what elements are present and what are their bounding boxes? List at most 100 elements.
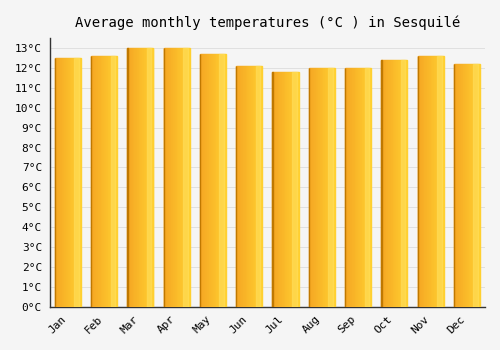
Bar <box>424 56 426 307</box>
Bar <box>366 68 368 307</box>
Bar <box>219 54 220 307</box>
Bar <box>427 56 428 307</box>
Bar <box>250 65 251 307</box>
Bar <box>102 56 103 307</box>
Bar <box>328 68 330 307</box>
Bar <box>345 68 346 307</box>
Bar <box>103 56 104 307</box>
Bar <box>346 68 348 307</box>
Bar <box>224 54 225 307</box>
Bar <box>100 56 102 307</box>
Bar <box>73 58 74 307</box>
Bar <box>67 58 68 307</box>
Bar <box>275 72 276 307</box>
Bar <box>462 64 464 307</box>
Bar <box>397 60 398 307</box>
Bar <box>321 68 322 307</box>
Bar <box>205 54 206 307</box>
Bar <box>246 65 248 307</box>
Title: Average monthly temperatures (°C ) in Sesquilé: Average monthly temperatures (°C ) in Se… <box>74 15 460 29</box>
Bar <box>364 68 365 307</box>
Bar <box>476 64 478 307</box>
Bar <box>70 58 72 307</box>
Bar <box>382 60 383 307</box>
Bar <box>313 68 314 307</box>
Bar <box>370 68 371 307</box>
Bar <box>441 56 442 307</box>
Bar <box>402 60 403 307</box>
Bar <box>184 48 186 307</box>
Bar <box>168 48 169 307</box>
Bar <box>220 54 222 307</box>
Bar <box>74 58 79 307</box>
Bar <box>438 56 440 307</box>
Bar <box>114 56 116 307</box>
Bar <box>110 56 111 307</box>
Bar <box>164 48 166 307</box>
Bar <box>105 56 106 307</box>
Bar <box>220 54 224 307</box>
Bar <box>356 68 357 307</box>
Bar <box>186 48 187 307</box>
Bar <box>473 64 474 307</box>
Bar <box>390 60 391 307</box>
Bar <box>260 65 262 307</box>
Bar <box>65 58 66 307</box>
Bar <box>61 58 62 307</box>
Bar <box>94 56 96 307</box>
Bar <box>384 60 386 307</box>
Bar <box>471 64 472 307</box>
Bar <box>296 72 297 307</box>
Bar <box>132 48 134 307</box>
Bar <box>435 56 436 307</box>
Bar <box>352 68 353 307</box>
Bar <box>167 48 168 307</box>
Bar <box>243 65 244 307</box>
Bar <box>252 65 254 307</box>
Bar <box>470 64 471 307</box>
Bar <box>289 72 290 307</box>
Bar <box>166 48 167 307</box>
Bar <box>216 54 218 307</box>
Bar <box>421 56 422 307</box>
Bar <box>354 68 356 307</box>
Bar <box>443 56 444 307</box>
Bar <box>213 54 214 307</box>
Bar <box>189 48 190 307</box>
Bar <box>76 58 78 307</box>
Bar <box>58 58 59 307</box>
Bar <box>210 54 211 307</box>
Bar <box>468 64 469 307</box>
Bar <box>66 58 67 307</box>
Bar <box>295 72 296 307</box>
Bar <box>236 65 237 307</box>
Bar <box>392 60 394 307</box>
Bar <box>474 64 478 307</box>
Bar <box>248 65 249 307</box>
Bar <box>116 56 117 307</box>
Bar <box>314 68 315 307</box>
Bar <box>333 68 334 307</box>
Bar <box>422 56 424 307</box>
Bar <box>245 65 246 307</box>
Bar <box>176 48 178 307</box>
Bar <box>143 48 144 307</box>
Bar <box>72 58 73 307</box>
Bar <box>135 48 136 307</box>
Bar <box>238 65 240 307</box>
Bar <box>200 54 202 307</box>
Bar <box>188 48 189 307</box>
Bar <box>434 56 435 307</box>
Bar <box>144 48 146 307</box>
Bar <box>394 60 395 307</box>
Bar <box>96 56 97 307</box>
Bar <box>432 56 433 307</box>
Bar <box>68 58 70 307</box>
Bar <box>259 65 260 307</box>
Bar <box>178 48 179 307</box>
Bar <box>312 68 313 307</box>
Bar <box>357 68 358 307</box>
Bar <box>249 65 250 307</box>
Bar <box>442 56 443 307</box>
Bar <box>128 48 129 307</box>
